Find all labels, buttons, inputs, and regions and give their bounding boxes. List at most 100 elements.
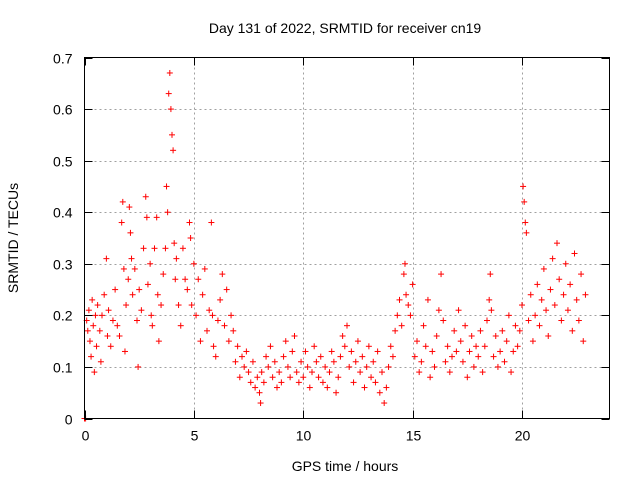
data-point bbox=[239, 353, 245, 360]
data-point bbox=[142, 193, 149, 200]
data-point bbox=[473, 343, 480, 350]
data-point bbox=[84, 327, 91, 334]
data-point bbox=[148, 312, 155, 319]
data-point bbox=[497, 348, 504, 355]
x-tick-label: 0 bbox=[82, 428, 90, 444]
data-point bbox=[564, 307, 571, 314]
data-point bbox=[293, 369, 300, 376]
data-point bbox=[282, 338, 289, 345]
data-point bbox=[335, 374, 342, 381]
data-point bbox=[260, 379, 267, 386]
data-point bbox=[354, 338, 361, 345]
data-point bbox=[245, 369, 252, 376]
data-point bbox=[302, 348, 309, 355]
data-point bbox=[582, 291, 589, 298]
data-point bbox=[311, 343, 318, 350]
data-point bbox=[383, 384, 390, 391]
data-point bbox=[407, 312, 414, 319]
data-point bbox=[188, 302, 195, 309]
data-point bbox=[94, 302, 101, 309]
data-point bbox=[298, 358, 305, 365]
data-point bbox=[575, 317, 582, 324]
x-tick-label: 15 bbox=[406, 428, 422, 444]
data-point bbox=[503, 338, 510, 345]
data-point bbox=[153, 214, 160, 221]
data-point bbox=[580, 338, 587, 345]
data-point bbox=[221, 322, 228, 329]
data-point bbox=[470, 363, 477, 370]
data-point bbox=[468, 332, 475, 339]
data-point bbox=[190, 260, 197, 267]
data-point bbox=[359, 353, 366, 360]
data-point bbox=[271, 358, 278, 365]
data-point bbox=[484, 317, 490, 324]
data-point bbox=[522, 219, 529, 226]
data-point bbox=[403, 291, 410, 298]
data-point bbox=[536, 322, 543, 329]
data-point bbox=[444, 343, 451, 350]
y-tick-label: 0.2 bbox=[53, 308, 73, 324]
data-point bbox=[394, 312, 401, 319]
data-point bbox=[573, 296, 580, 303]
data-point bbox=[177, 322, 184, 329]
data-point bbox=[370, 358, 377, 365]
data-point bbox=[396, 296, 403, 303]
data-point bbox=[144, 281, 151, 288]
data-point bbox=[521, 198, 528, 205]
data-point bbox=[204, 327, 210, 334]
data-point bbox=[112, 286, 119, 293]
data-point bbox=[274, 384, 280, 391]
data-point bbox=[543, 307, 550, 314]
data-point bbox=[525, 317, 532, 324]
data-point bbox=[295, 379, 302, 386]
y-tick-label: 0.5 bbox=[53, 154, 73, 170]
data-point bbox=[527, 291, 534, 298]
data-point bbox=[136, 286, 143, 293]
data-point bbox=[256, 389, 263, 396]
data-point bbox=[344, 322, 350, 329]
axis-ticks bbox=[84, 57, 610, 420]
data-point bbox=[389, 353, 396, 360]
data-point bbox=[287, 374, 294, 381]
data-point bbox=[147, 260, 154, 267]
data-point bbox=[96, 327, 103, 334]
data-point bbox=[363, 363, 370, 370]
data-point bbox=[138, 307, 145, 314]
data-point bbox=[182, 276, 189, 283]
data-point bbox=[263, 353, 270, 360]
data-point bbox=[258, 369, 265, 376]
y-tick-label: 0.1 bbox=[53, 360, 73, 376]
data-point bbox=[265, 363, 272, 370]
data-point bbox=[300, 374, 307, 381]
data-point bbox=[155, 338, 162, 345]
data-point bbox=[529, 338, 536, 345]
data-point bbox=[104, 332, 111, 339]
data-point bbox=[210, 343, 217, 350]
y-axis-title: SRMTID / TECUs bbox=[5, 183, 21, 293]
data-point bbox=[578, 271, 585, 278]
data-point bbox=[195, 276, 202, 283]
data-point bbox=[125, 276, 132, 283]
data-point bbox=[315, 374, 322, 381]
data-point bbox=[440, 317, 447, 324]
data-point bbox=[333, 389, 340, 396]
data-point bbox=[313, 358, 320, 365]
data-point bbox=[379, 369, 385, 376]
data-point bbox=[278, 379, 285, 386]
data-point bbox=[166, 69, 173, 76]
data-point bbox=[217, 296, 224, 303]
data-point bbox=[512, 322, 519, 329]
data-point bbox=[352, 358, 359, 365]
data-point bbox=[86, 338, 93, 345]
y-tick-label: 0 bbox=[65, 412, 73, 428]
data-point bbox=[540, 265, 547, 272]
data-point bbox=[93, 343, 100, 350]
data-point bbox=[214, 317, 221, 324]
y-tick-label: 0.3 bbox=[53, 257, 73, 273]
data-point bbox=[560, 291, 567, 298]
data-point bbox=[276, 369, 283, 376]
data-point bbox=[435, 307, 442, 314]
y-tick-label: 0.4 bbox=[53, 205, 73, 221]
data-point bbox=[520, 183, 527, 190]
data-point bbox=[387, 343, 394, 350]
